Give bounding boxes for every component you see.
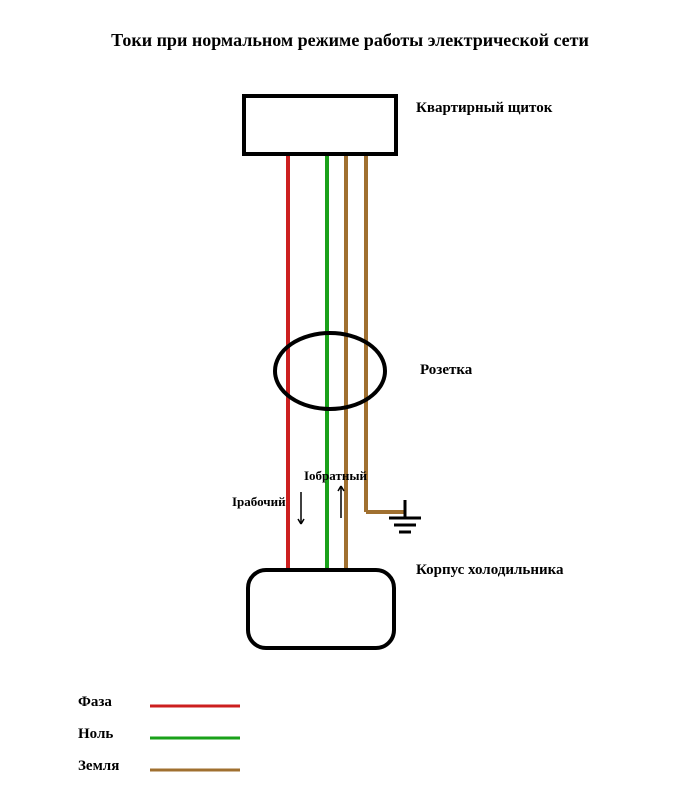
body-box	[248, 570, 394, 648]
legend-label-phase: Фаза	[78, 694, 112, 711]
arrow-return	[338, 486, 344, 518]
wire-ground	[346, 116, 366, 616]
legend-lines	[150, 706, 240, 770]
diagram-canvas: { "title": { "text": "Токи при нормально…	[0, 0, 700, 807]
ground-symbol	[389, 500, 421, 532]
legend-label-ground: Земля	[78, 758, 119, 775]
socket-ellipse	[275, 333, 385, 409]
label-i-return: Iобратный	[304, 468, 367, 484]
legend-label-neutral: Ноль	[78, 726, 113, 743]
panel-box	[244, 96, 396, 154]
label-panel: Квартирный щиток	[416, 100, 552, 117]
label-body: Корпус холодильника	[416, 562, 564, 579]
label-i-work: Iрабочий	[232, 494, 286, 510]
diagram-svg	[0, 0, 700, 807]
label-socket: Розетка	[420, 362, 472, 379]
arrow-working	[298, 492, 304, 524]
